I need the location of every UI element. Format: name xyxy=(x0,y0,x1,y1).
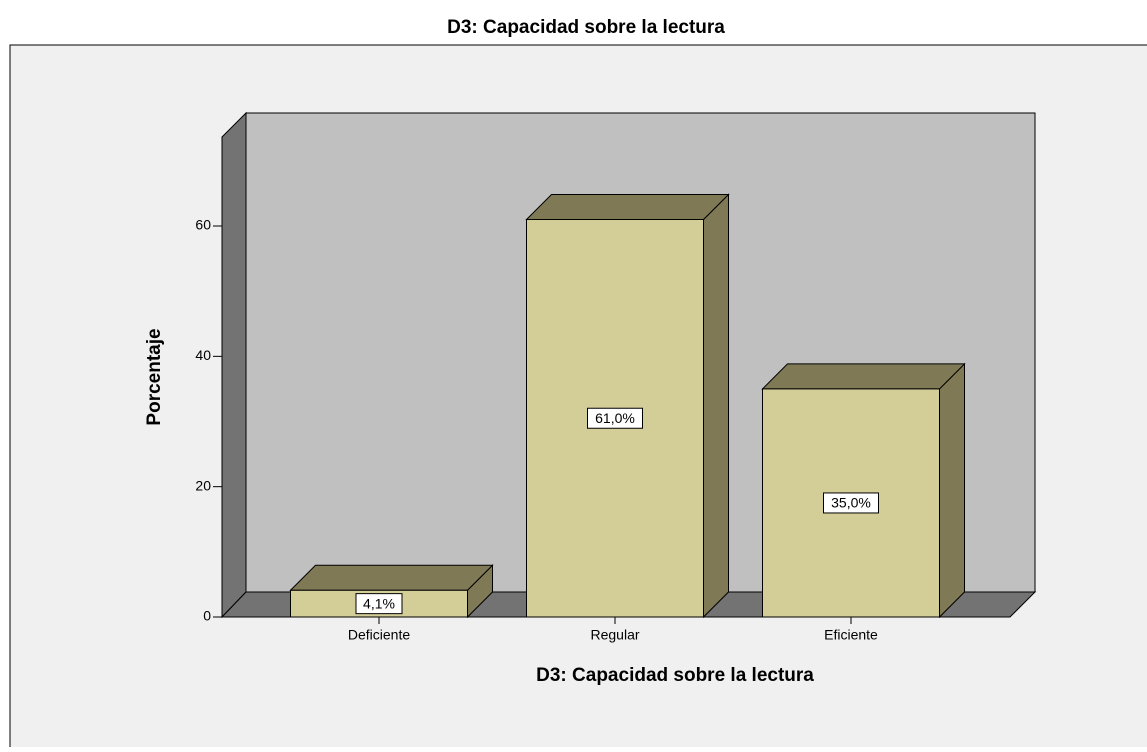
x-tick-label: Deficiente xyxy=(348,627,410,643)
value-label: 61,0% xyxy=(595,410,635,426)
y-tick-label: 60 xyxy=(195,217,211,233)
value-label: 4,1% xyxy=(363,595,395,611)
y-tick-label: 0 xyxy=(203,608,211,624)
y-tick-label: 40 xyxy=(195,347,211,363)
left-wall xyxy=(221,111,247,619)
bar-side xyxy=(939,362,965,619)
bar-top xyxy=(761,363,966,390)
x-axis-title: D3: Capacidad sobre la lectura xyxy=(536,665,814,686)
y-tick-label: 20 xyxy=(195,477,211,493)
y-axis-title: Porcentaje xyxy=(144,328,165,425)
chart-title: D3: Capacidad sobre la lectura xyxy=(447,17,725,38)
bar-top xyxy=(289,564,494,591)
value-label-box xyxy=(587,407,643,429)
value-label-box xyxy=(823,492,879,514)
value-label-box xyxy=(355,593,403,615)
x-tick-label: Eficiente xyxy=(824,627,878,643)
bar-top xyxy=(525,193,730,220)
x-tick-label: Regular xyxy=(590,627,639,643)
value-label: 35,0% xyxy=(831,495,871,511)
bar-side xyxy=(703,193,729,619)
